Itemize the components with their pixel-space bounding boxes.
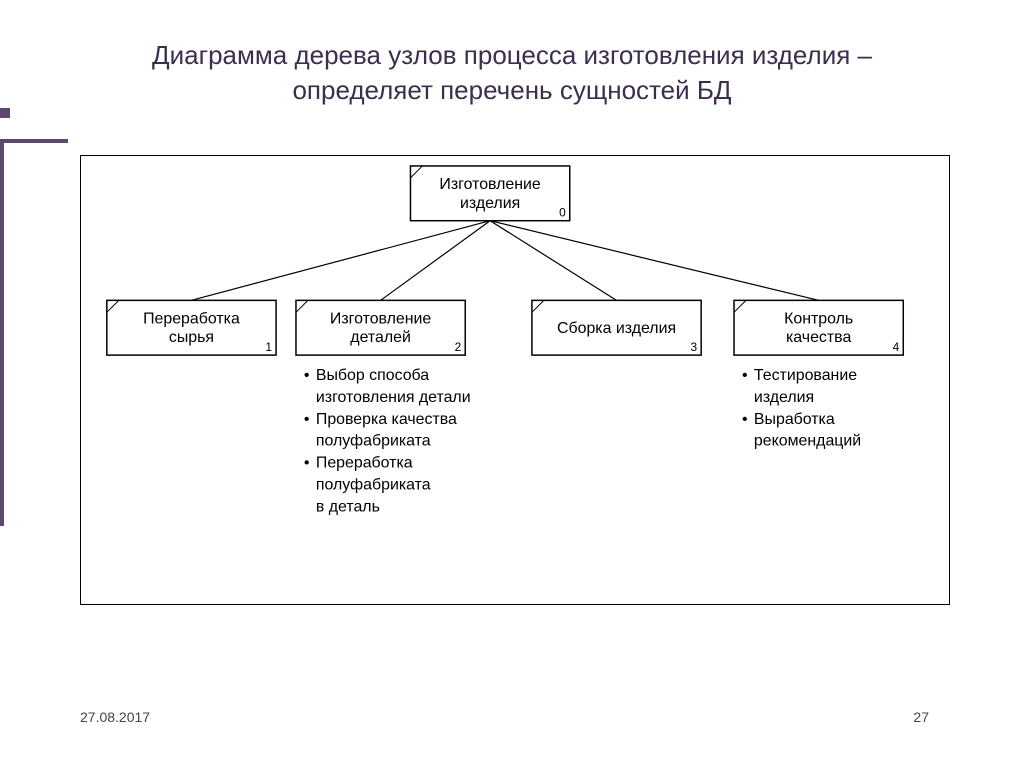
- bullet-text: Выбор способа: [316, 367, 429, 384]
- bullet-text: полуфабриката: [316, 477, 431, 494]
- bullet-text: Переработка: [316, 455, 413, 472]
- bullet-text: Тестирование: [754, 367, 857, 384]
- tree-svg: Изготовление изделия 0 Переработка сырья 1 Из…: [81, 156, 949, 604]
- svg-text:2: 2: [455, 340, 462, 354]
- slide-title: Диаграмма дерева узлов процесса изготовл…: [0, 0, 1024, 108]
- svg-text:•: •: [304, 411, 310, 428]
- svg-text:Изготовление: Изготовление: [330, 310, 432, 327]
- bullet-text: рекомендаций: [754, 433, 861, 450]
- svg-text:•: •: [742, 411, 748, 428]
- bullet-text: полуфабриката: [316, 433, 431, 450]
- svg-text:1: 1: [265, 340, 272, 354]
- bullet-text: Проверка качества: [316, 411, 457, 428]
- svg-text:сырья: сырья: [169, 329, 214, 346]
- bullet-text: изделия: [754, 389, 814, 406]
- accent-square: [0, 108, 10, 118]
- child-node-0-box: [107, 300, 276, 355]
- tree-diagram: Изготовление изделия 0 Переработка сырья 1 Из…: [80, 155, 950, 605]
- svg-text:4: 4: [893, 340, 900, 354]
- svg-text:•: •: [742, 367, 748, 384]
- svg-text:0: 0: [559, 206, 566, 220]
- svg-text:•: •: [304, 455, 310, 472]
- accent-line-side: [0, 143, 4, 526]
- svg-text:изделия: изделия: [460, 195, 520, 212]
- bullet-text: Выработка: [754, 411, 835, 428]
- footer-date: 27.08.2017: [80, 709, 150, 725]
- root-node-box: [410, 166, 569, 221]
- footer-page: 27: [913, 709, 929, 725]
- svg-text:качества: качества: [786, 329, 851, 346]
- child-node-3-box: [734, 300, 903, 355]
- svg-text:Переработка: Переработка: [143, 310, 240, 327]
- bullet-text: изготовления детали: [316, 389, 471, 406]
- svg-text:•: •: [304, 367, 310, 384]
- svg-text:3: 3: [691, 340, 698, 354]
- child-node-1-box: [296, 300, 465, 355]
- svg-text:Сборка изделия: Сборка изделия: [557, 320, 676, 337]
- svg-text:Контроль: Контроль: [784, 310, 853, 327]
- svg-text:Изготовление: Изготовление: [439, 176, 541, 193]
- accent-line-top: [0, 139, 68, 143]
- svg-text:деталей: деталей: [350, 329, 411, 346]
- bullet-text: в деталь: [316, 498, 380, 515]
